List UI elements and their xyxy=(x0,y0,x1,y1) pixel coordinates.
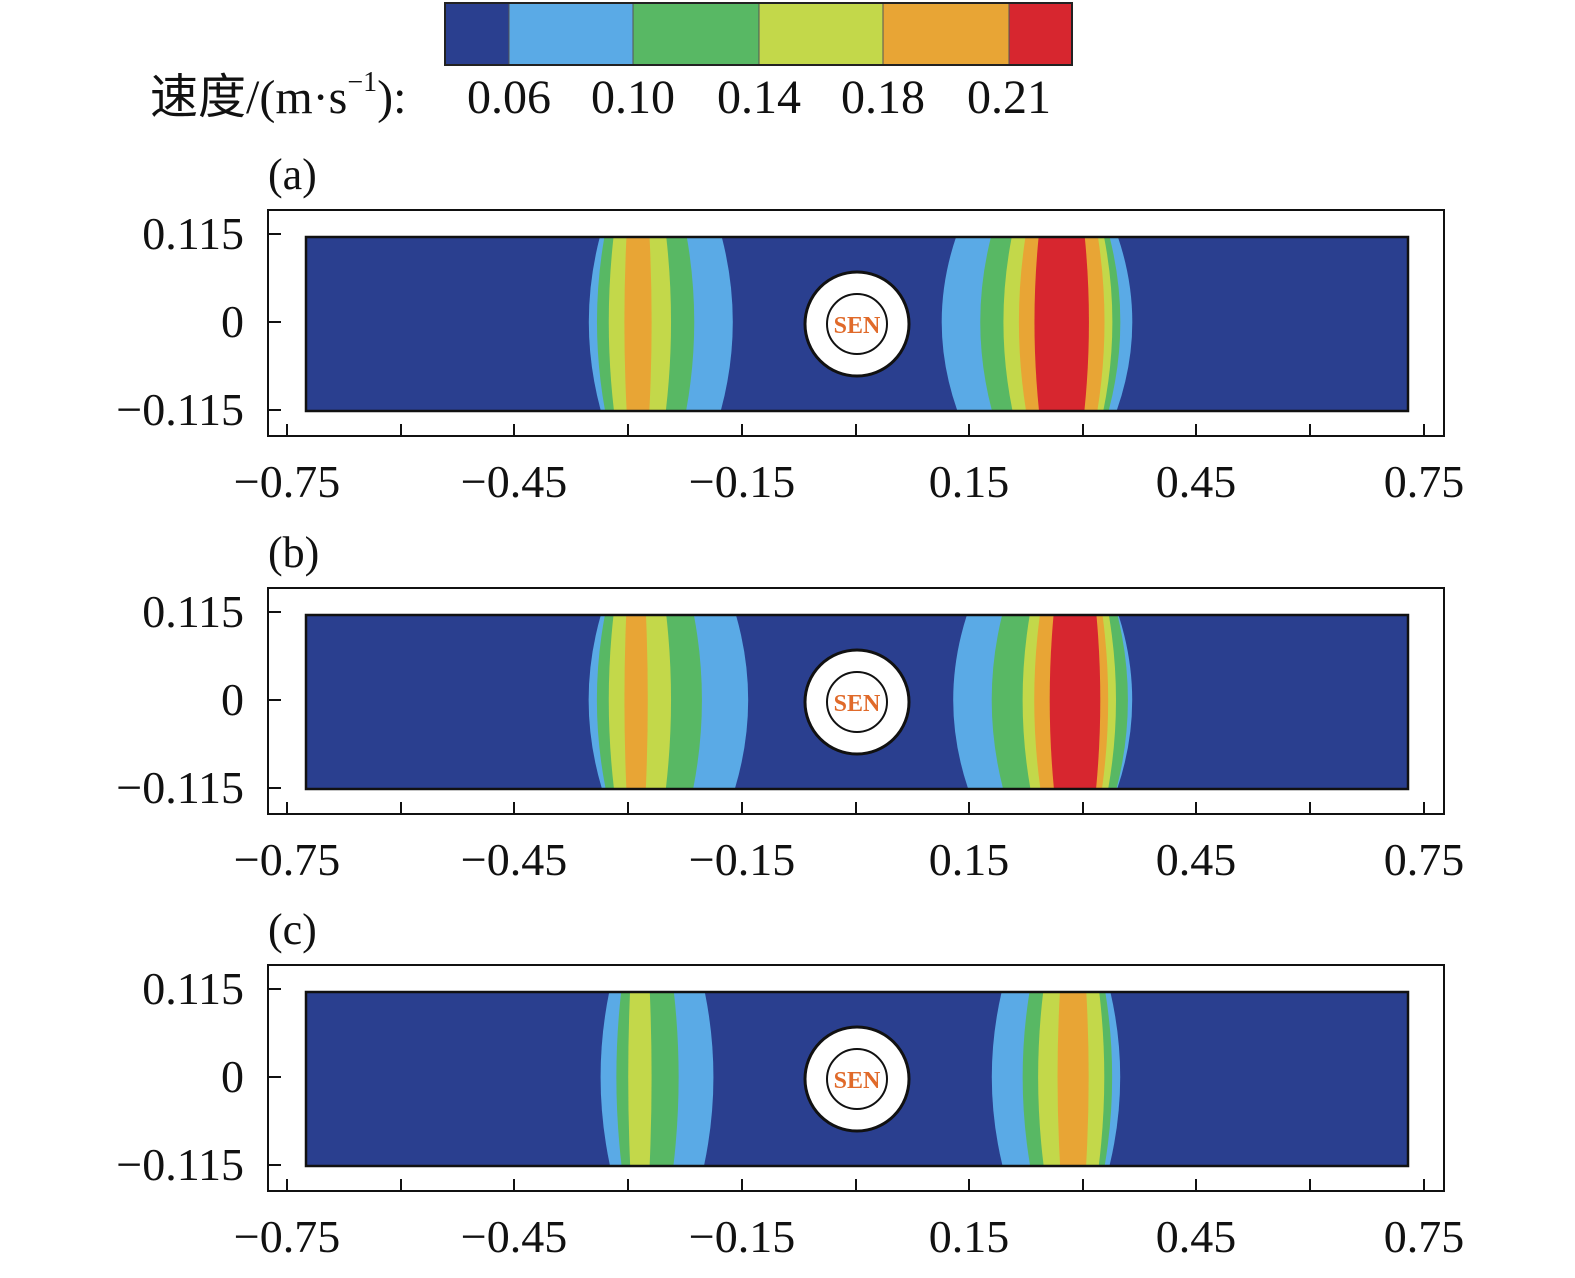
panel-label: (a) xyxy=(268,150,317,199)
x-tick-label: −0.45 xyxy=(461,456,567,507)
x-tick-label: −0.75 xyxy=(234,1211,340,1262)
legend-tick-label: 0.21 xyxy=(967,71,1051,124)
panel-label: (b) xyxy=(268,528,319,577)
contour-band-level-5 xyxy=(1049,615,1101,788)
contour-bands xyxy=(588,615,1133,788)
x-tick-label: 0.45 xyxy=(1156,1211,1237,1262)
x-tick-label: −0.45 xyxy=(461,834,567,885)
mold-outline xyxy=(304,990,1410,1168)
legend-swatch-0 xyxy=(445,3,509,65)
sen-marker: SEN xyxy=(803,270,911,378)
legend-swatch-3 xyxy=(759,3,883,65)
y-tick-label: 0 xyxy=(221,296,244,347)
contour-band-level-5 xyxy=(1034,237,1089,410)
panel-label: (c) xyxy=(268,905,317,954)
x-tick-label: −0.15 xyxy=(689,1211,795,1262)
legend-swatch-4 xyxy=(883,3,1009,65)
x-tick-label: 0.15 xyxy=(929,1211,1010,1262)
sen-label: SEN xyxy=(834,691,881,717)
x-tick-label: 0.75 xyxy=(1384,456,1465,507)
mold-outline xyxy=(304,235,1410,413)
legend-tick-label: 0.14 xyxy=(717,71,801,124)
legend-tick-labels: 0.06 0.10 0.14 0.18 0.21 xyxy=(467,71,1051,124)
x-tick-label: −0.45 xyxy=(461,1211,567,1262)
y-tick-label: 0.115 xyxy=(142,208,244,259)
mold-outline xyxy=(304,613,1410,791)
x-tick-label: −0.15 xyxy=(689,456,795,507)
x-tick-label: 0.45 xyxy=(1156,834,1237,885)
contour-bands xyxy=(588,237,1133,410)
x-tick-label: 0.75 xyxy=(1384,1211,1465,1262)
x-tick-label: −0.15 xyxy=(689,834,795,885)
sen-outer-ring xyxy=(803,270,911,378)
legend-label: 速度/(m·s−1): xyxy=(150,67,406,124)
x-tick-label: 0.75 xyxy=(1384,834,1465,885)
sen-label: SEN xyxy=(834,313,881,339)
sen-outer-ring xyxy=(803,1025,911,1133)
sen-inner-ring xyxy=(826,293,888,355)
y-tick-label: −0.115 xyxy=(116,762,244,813)
legend-label-tail: ): xyxy=(377,71,406,124)
contour-bands xyxy=(600,992,1121,1165)
legend-tick-label: 0.18 xyxy=(841,71,925,124)
legend-swatch-5 xyxy=(1009,3,1072,65)
legend-swatches xyxy=(444,2,1073,66)
panel-b: (b) SEN −0.75 −0.45 −0.15 0.15 0.45 0.75 0.115 0 −… xyxy=(116,528,1464,885)
y-tick-label: −0.115 xyxy=(116,384,244,435)
legend-label-main: 速度/(m·s xyxy=(150,71,347,124)
legend-swatch-1 xyxy=(509,3,633,65)
contour-band-level-4 xyxy=(624,237,652,410)
legend-frame xyxy=(444,2,1073,66)
legend-swatch-2 xyxy=(633,3,759,65)
sen-outer-ring xyxy=(803,648,911,756)
x-tick-label: 0.15 xyxy=(929,834,1010,885)
color-legend: 速度/(m·s−1): 0.06 0.10 0.14 0.18 0.21 xyxy=(150,2,1073,124)
sen-marker: SEN xyxy=(803,1025,911,1133)
sen-marker: SEN xyxy=(803,648,911,756)
sen-label: SEN xyxy=(834,1068,881,1094)
contour-band-level-4 xyxy=(624,615,648,788)
legend-label-sup: −1 xyxy=(347,67,377,98)
contour-band-level-3 xyxy=(628,992,652,1165)
y-tick-label: 0 xyxy=(221,674,244,725)
panel-a: (a) SEN −0.75 −0.45 −0.15 0.15 0.45 0.75 0.115 0 −… xyxy=(116,150,1464,507)
panel-c: (c) SEN −0.75 −0.45 −0.15 0.15 0.45 0.75 0.115 0 −… xyxy=(116,905,1464,1262)
y-tick-label: 0.115 xyxy=(142,963,244,1014)
y-tick-label: −0.115 xyxy=(116,1139,244,1190)
x-tick-label: 0.45 xyxy=(1156,456,1237,507)
legend-tick-label: 0.06 xyxy=(467,71,551,124)
sen-inner-ring xyxy=(826,1048,888,1110)
sen-inner-ring xyxy=(826,671,888,733)
y-tick-label: 0.115 xyxy=(142,586,244,637)
contour-band-level-4 xyxy=(1057,992,1089,1165)
y-tick-label: 0 xyxy=(221,1051,244,1102)
x-tick-label: 0.15 xyxy=(929,456,1010,507)
x-tick-label: −0.75 xyxy=(234,834,340,885)
contour-panels: (a) SEN −0.75 −0.45 −0.15 0.15 0.45 0.75 0.115 0 −… xyxy=(116,150,1464,1262)
x-tick-label: −0.75 xyxy=(234,456,340,507)
legend-tick-label: 0.10 xyxy=(591,71,675,124)
